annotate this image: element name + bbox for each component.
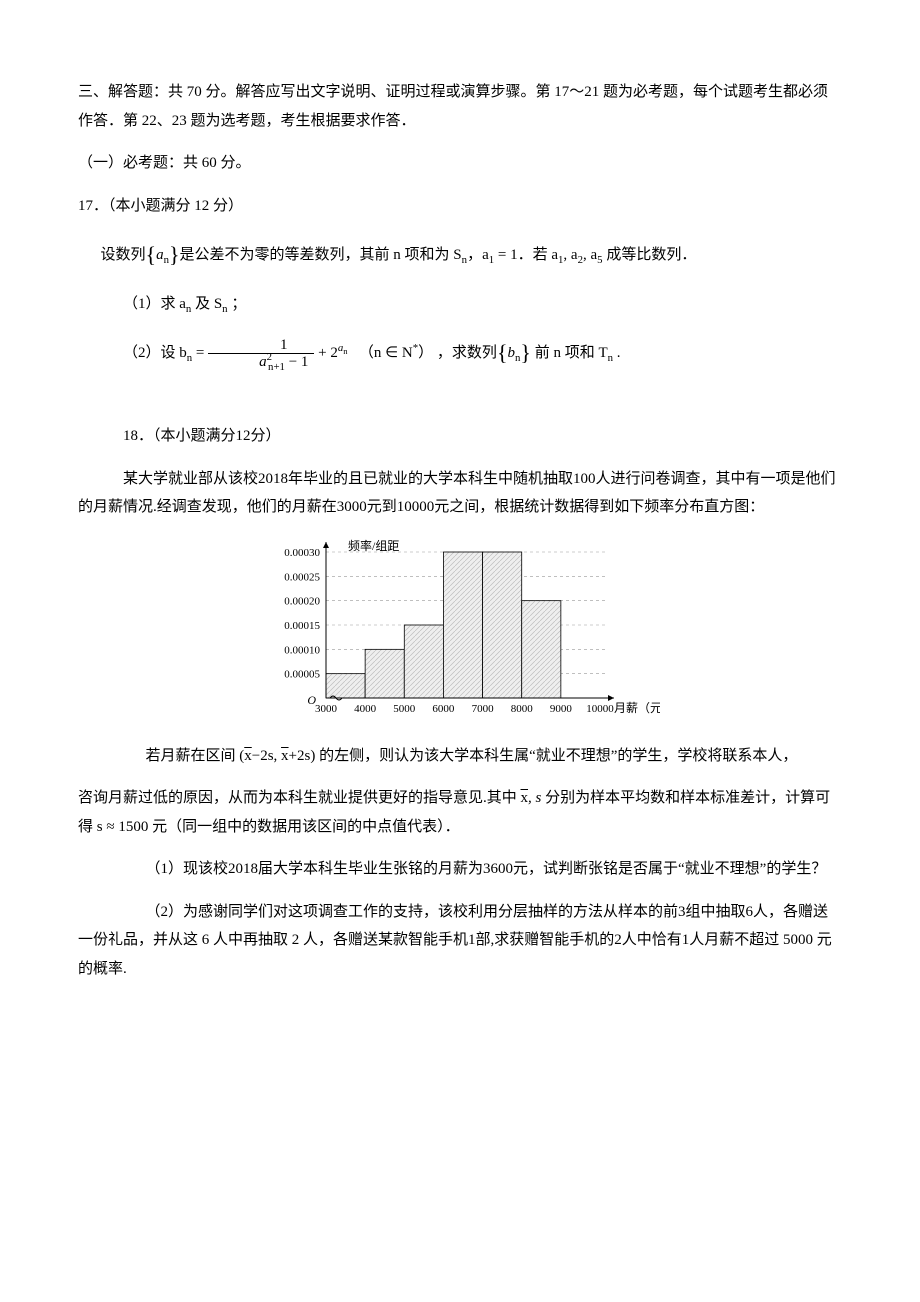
text: 咨询月薪过低的原因，从而为本科生就业提供更好的指导意见.其中 — [78, 790, 521, 806]
text: 成等比数列． — [603, 247, 697, 263]
q17-title: 17．（本小题满分 12 分） — [78, 192, 842, 221]
q18-part1: （1）现该校2018届大学本科生毕业生张铭的月薪为3600元，试判断张铭是否属于… — [78, 855, 842, 884]
svg-text:0.00030: 0.00030 — [284, 547, 320, 559]
lbrace: { — [497, 340, 508, 365]
svg-text:O: O — [307, 693, 316, 707]
text: , a — [583, 247, 597, 263]
denominator: a2n+1 − 1 — [208, 354, 314, 371]
svg-text:7000: 7000 — [472, 703, 495, 715]
text: 若月薪在区间 ( — [146, 748, 245, 764]
q17-part1: （1）求 an 及 Sn ； — [78, 290, 842, 319]
svg-text:6000: 6000 — [432, 703, 455, 715]
rbrace: } — [520, 340, 531, 365]
xbar: x — [521, 790, 529, 806]
histogram-svg: 0.00005 0.00010 0.00015 0.00020 0.00025 0.000… — [260, 536, 660, 726]
svg-text:4000: 4000 — [354, 703, 377, 715]
text: 是公差不为零的等差数列，其前 n 项和为 S — [180, 247, 462, 263]
text: （n ∈ N — [359, 345, 413, 361]
fraction: 1 a2n+1 − 1 — [208, 337, 314, 371]
text: + 2 — [318, 345, 338, 361]
var-b: b — [508, 345, 516, 361]
svg-text:频率/组距: 频率/组距 — [348, 538, 399, 553]
svg-text:月薪（元）: 月薪（元） — [614, 701, 660, 715]
svg-text:0.00020: 0.00020 — [284, 595, 320, 607]
xbar: x — [244, 748, 252, 764]
text: , a — [563, 247, 577, 263]
xbar: x — [281, 748, 289, 764]
var-a: a — [156, 247, 164, 263]
svg-text:0.00015: 0.00015 — [284, 620, 320, 632]
subsection-heading: （一）必考题：共 60 分。 — [78, 149, 842, 178]
svg-text:8000: 8000 — [511, 703, 534, 715]
text: ，求数列 — [437, 345, 497, 361]
text: = 1．若 a — [494, 247, 558, 263]
text: . — [613, 345, 621, 361]
q17-stem: 设数列{an}是公差不为零的等差数列，其前 n 项和为 Sn，a1 = 1．若 … — [78, 234, 842, 276]
section-heading: 三、解答题：共 70 分。解答应写出文字说明、证明过程或演算步骤。第 17～21… — [78, 78, 842, 135]
exponent: an — [338, 342, 348, 354]
text: 及 S — [191, 296, 222, 312]
text: ，a — [467, 247, 489, 263]
lbrace: { — [146, 242, 157, 267]
text: 设数列 — [101, 247, 146, 263]
histogram-chart: 0.00005 0.00010 0.00015 0.00020 0.00025 0.000… — [78, 536, 842, 726]
text: − 1 — [285, 354, 308, 370]
s: , s — [528, 790, 541, 806]
svg-text:0.00005: 0.00005 — [284, 668, 320, 680]
text: +2s — [289, 748, 311, 764]
q17-part2: （2）设 bn = 1 a2n+1 − 1 + 2an （n ∈ N*） ，求数… — [78, 332, 842, 374]
text: ； — [228, 296, 247, 312]
svg-text:3000: 3000 — [315, 703, 338, 715]
text: 前 n 项和 T — [535, 345, 608, 361]
numerator: 1 — [208, 337, 314, 355]
q18-after2: 咨询月薪过低的原因，从而为本科生就业提供更好的指导意见.其中 x, s 分别为样… — [78, 784, 842, 841]
rbrace: } — [169, 242, 180, 267]
sub-n1: n+1 — [268, 361, 285, 373]
q18-stem: 某大学就业部从该校2018年毕业的且已就业的大学本科生中随机抽取100人进行问卷… — [78, 465, 842, 522]
text: ） — [418, 345, 433, 361]
svg-text:0.00010: 0.00010 — [284, 644, 320, 656]
svg-text:5000: 5000 — [393, 703, 416, 715]
svg-text:0.00025: 0.00025 — [284, 571, 320, 583]
text: = — [192, 345, 208, 361]
q18-part2: （2）为感谢同学们对这项调查工作的支持，该校利用分层抽样的方法从样本的前3组中抽… — [78, 898, 842, 984]
var-a: a — [259, 354, 267, 370]
q18-title: 18．（本小题满分12分） — [78, 422, 842, 451]
sub-n: n — [343, 346, 347, 356]
text: −2s, — [252, 748, 281, 764]
text: ) 的左侧，则认为该大学本科生属“就业不理想”的学生，学校将联系本人， — [310, 748, 797, 764]
svg-text:9000: 9000 — [550, 703, 573, 715]
q18-after1: 若月薪在区间 (x−2s, x+2s) 的左侧，则认为该大学本科生属“就业不理想… — [78, 742, 842, 771]
text: （2）设 b — [123, 345, 187, 361]
text: （1）求 a — [123, 296, 186, 312]
svg-text:10000: 10000 — [586, 703, 614, 715]
